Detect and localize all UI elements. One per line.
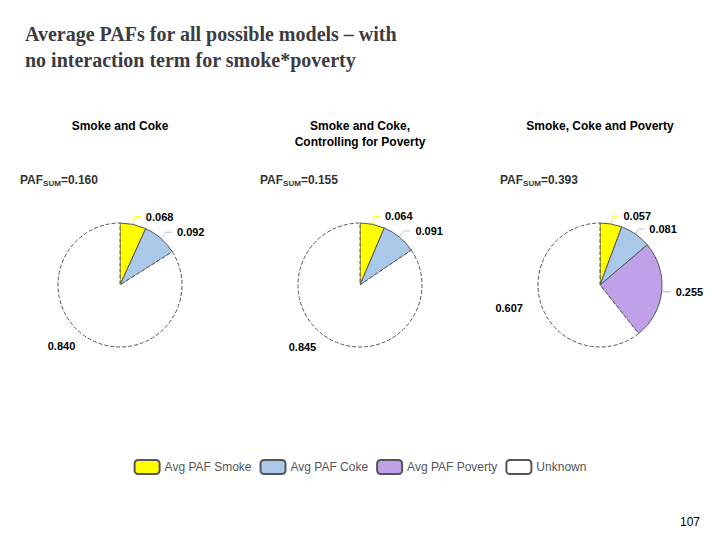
svg-text:Smoke, Coke and Poverty: Smoke, Coke and Poverty bbox=[526, 119, 674, 133]
svg-text:Unknown: Unknown bbox=[536, 460, 586, 474]
svg-text:0.068: 0.068 bbox=[146, 211, 174, 223]
svg-text:Avg PAF Smoke: Avg PAF Smoke bbox=[165, 460, 252, 474]
svg-text:PAF: PAF bbox=[260, 173, 283, 187]
svg-text:=0.393: =0.393 bbox=[541, 173, 578, 187]
svg-text:SUM: SUM bbox=[43, 179, 61, 188]
svg-text:Avg PAF Coke: Avg PAF Coke bbox=[291, 460, 369, 474]
svg-text:0.081: 0.081 bbox=[649, 223, 677, 235]
svg-text:107: 107 bbox=[680, 515, 700, 529]
svg-text:PAF: PAF bbox=[20, 173, 43, 187]
svg-text:0.840: 0.840 bbox=[48, 340, 76, 352]
svg-text:Controlling for Poverty: Controlling for Poverty bbox=[295, 135, 426, 149]
svg-text:0.845: 0.845 bbox=[289, 341, 317, 353]
svg-text:0.255: 0.255 bbox=[676, 286, 704, 298]
svg-text:0.607: 0.607 bbox=[495, 302, 523, 314]
svg-text:PAF: PAF bbox=[500, 173, 523, 187]
svg-text:no interaction term for smoke*: no interaction term for smoke*poverty bbox=[25, 49, 356, 72]
svg-text:SUM: SUM bbox=[283, 179, 301, 188]
svg-text:0.092: 0.092 bbox=[177, 226, 205, 238]
svg-text:Average PAFs for all possible: Average PAFs for all possible models – w… bbox=[25, 23, 397, 46]
svg-text:Smoke and Coke,: Smoke and Coke, bbox=[310, 119, 410, 133]
svg-text:Avg PAF Poverty: Avg PAF Poverty bbox=[407, 460, 497, 474]
svg-text:0.057: 0.057 bbox=[623, 210, 651, 222]
svg-text:=0.155: =0.155 bbox=[301, 173, 338, 187]
svg-text:0.064: 0.064 bbox=[385, 210, 413, 222]
svg-text:=0.160: =0.160 bbox=[61, 173, 98, 187]
svg-text:0.091: 0.091 bbox=[415, 225, 443, 237]
svg-text:Smoke and Coke: Smoke and Coke bbox=[72, 119, 169, 133]
svg-text:SUM: SUM bbox=[523, 179, 541, 188]
